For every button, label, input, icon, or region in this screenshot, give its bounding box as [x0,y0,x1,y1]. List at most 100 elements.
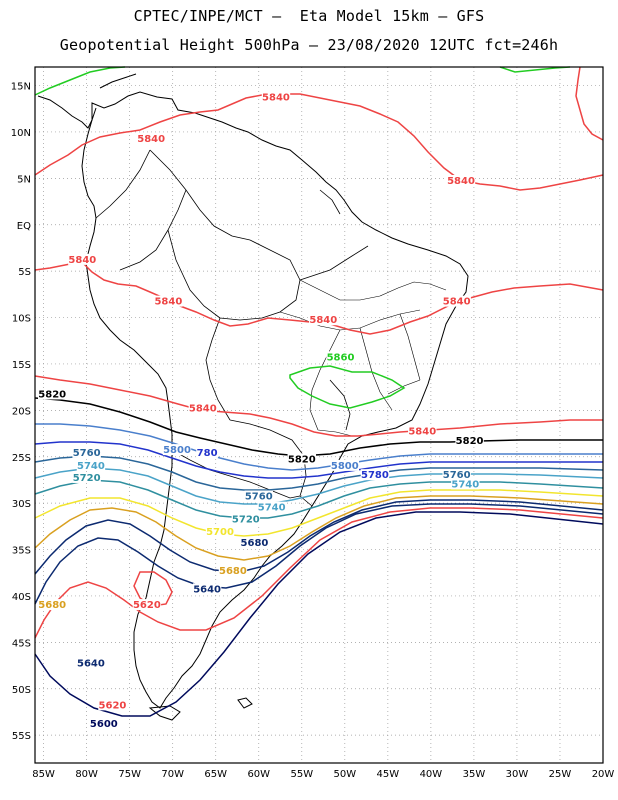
lon-tick-label: 65W [204,769,227,780]
contour-line [34,397,603,457]
contour-label: 5680 [219,566,247,577]
lon-tick-label: 20W [592,769,615,780]
lat-tick-label: 35S [12,546,31,557]
lat-tick-label: 10N [11,128,31,139]
contour-label: 5720 [73,473,101,484]
contour-label-bg [132,599,162,611]
contour-label: 5820 [38,389,66,400]
lon-tick-label: 25W [549,769,572,780]
contour-label-bg [154,295,183,307]
contour-label-bg [408,425,437,437]
contour-line [34,511,604,717]
contour-line [575,66,604,141]
contour-label: 5640 [77,659,105,670]
contour-label-bg [330,459,360,471]
contour-label-bg [68,253,97,265]
contour-line [34,489,604,537]
contour-label: 5600 [90,719,118,730]
lat-tick-label: 5N [17,174,31,185]
contour-line [34,499,604,575]
contour-label: 5840 [443,297,471,308]
axis-labels: 15N 10N 5N EQ 5S 10S 15S 20S 25S 30S 35S 40S 45S 50S 5… [11,82,615,780]
lat-tick-label: 50S [12,685,31,696]
contour-label-bg [218,564,248,576]
contour-line [34,455,604,491]
contour-label-bg [309,314,338,326]
contour-label-bg [192,583,222,595]
contour-label-bg [76,459,106,471]
lat-tick-label: 30S [12,499,31,510]
lon-tick-label: 50W [334,769,357,780]
contour-label-bg [287,453,316,465]
contour-label: 5620 [99,700,127,711]
lat-tick-label: 45S [12,638,31,649]
contour-label: 5620 [133,600,161,611]
lat-tick-label: 20S [12,406,31,417]
contour-label: 5840 [137,134,165,145]
contour-label: 5720 [232,515,260,526]
contour-label-bg [244,490,273,502]
central-america-coastline [37,73,137,129]
map-title-line1: CPTEC/INPE/MCT – Eta Model 15km – GFS [133,7,485,25]
lat-tick-label: 5S [18,267,31,278]
contour-label-bg [205,525,235,537]
contour-labels: 5840 5840 5840 5840 5840 5840 5840 5860 5840 5840… [38,91,484,730]
map-frame [34,66,604,764]
contour-line [34,495,604,561]
contour-label: 5800 [331,461,359,472]
contour-label-bg [442,295,471,307]
contour-line [34,479,604,519]
contour-label: 5760 [443,470,471,481]
contour-label-bg [446,175,476,186]
lat-tick-label: 15N [11,82,31,93]
lat-tick-label: 15S [12,360,31,371]
contour-label-bg [257,501,286,513]
contour-label: 5820 [456,436,484,447]
lon-tick-label: 35W [463,769,486,780]
lon-tick-label: 30W [506,769,529,780]
contour-label: 5680 [241,538,269,549]
contour-label: 5760 [73,448,101,459]
contour-label-bg [188,402,218,414]
contour-line [34,507,604,639]
contour-label: 5840 [262,92,290,103]
contour-line [34,375,603,437]
lon-tick-label: 70W [161,769,184,780]
state-borders [279,279,447,437]
contour-label-bg [360,469,390,481]
contour-line [289,365,406,409]
lat-tick-label: EQ [17,221,31,232]
contour-label: 5840 [408,427,436,438]
contour-label-bg [442,469,471,481]
contour-label-bg [231,513,261,525]
contour-label-bg [162,444,192,456]
contour-label: 5680 [38,600,66,611]
contour-label: 5840 [447,176,475,187]
contour-label: 5640 [193,584,221,595]
contour-label-bg [196,446,219,458]
lat-tick-label: 25S [12,453,31,464]
contour-label: 5840 [189,403,217,414]
lon-tick-label: 80W [75,769,98,780]
contour-label-bg [451,478,480,490]
coastlines-and-borders [37,73,469,721]
contour-label-bg [326,351,355,363]
contour-label-bg [76,657,106,669]
contour-label-bg [136,133,166,145]
contour-line [499,66,571,73]
contour-label-bg [455,434,484,446]
south-america-coastline [81,91,469,709]
contour-label-bg [72,471,101,483]
lon-tick-label: 45W [377,769,400,780]
contour-label-bg [38,599,67,611]
lon-tick-label: 75W [118,769,141,780]
falklands [237,697,253,709]
lon-tick-label: 85W [32,769,55,780]
contour-label: 5840 [154,297,182,308]
contour-line [35,423,603,471]
contour-label: 5840 [309,315,337,326]
contour-label-bg [240,536,269,548]
contour-line [34,66,126,96]
contour-label-bg [261,91,291,103]
contour-label: 780 [197,448,218,459]
